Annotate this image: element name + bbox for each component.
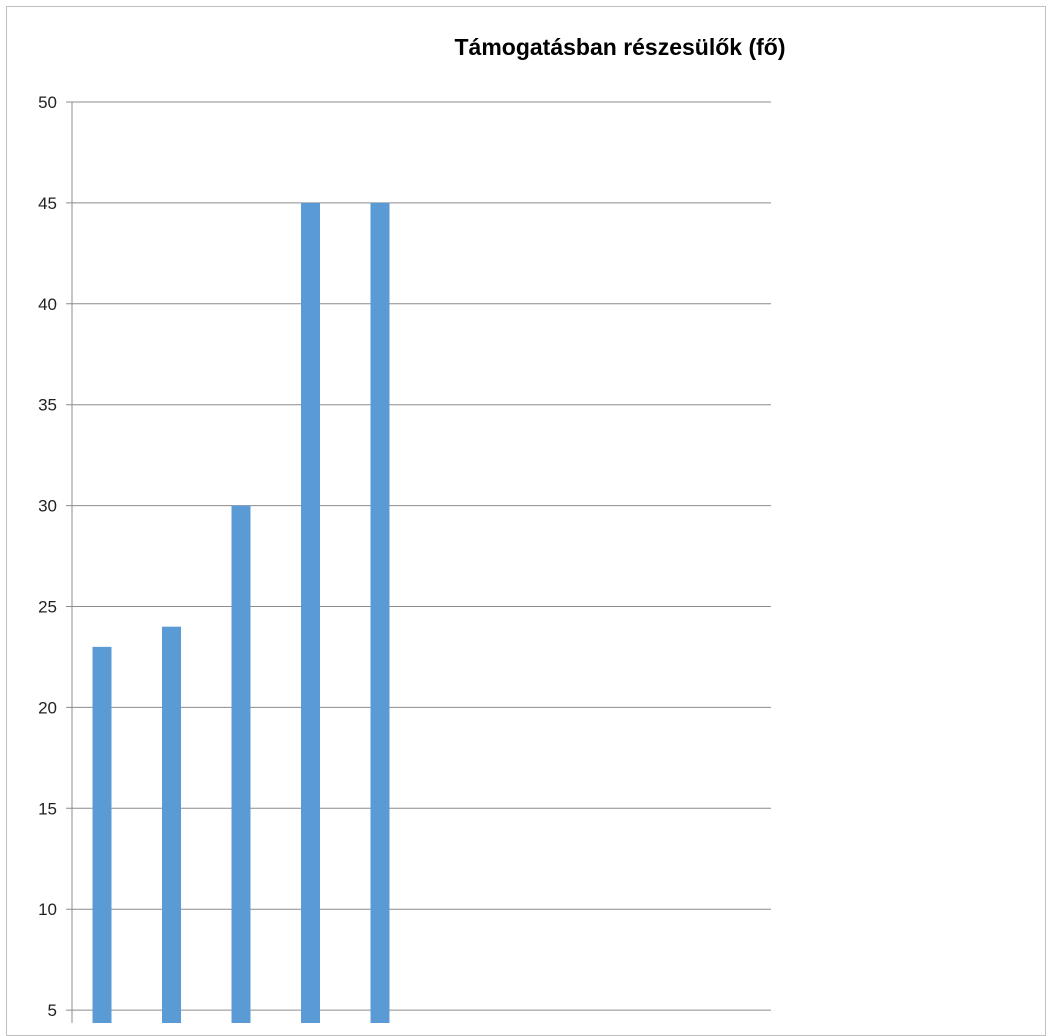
y-tick-label: 45 [38, 194, 57, 213]
y-axis-tick-labels: 5 10 15 20 25 30 35 40 45 50 [38, 93, 57, 1020]
bar-3 [231, 505, 251, 1023]
y-tick-label: 30 [38, 497, 57, 516]
y-tick-label: 15 [38, 799, 57, 818]
bar-2 [162, 626, 181, 1023]
y-tick-label: 25 [38, 598, 57, 617]
y-tick-label: 10 [38, 900, 57, 919]
y-tick-label: 40 [38, 295, 57, 314]
y-tick-label: 20 [38, 698, 57, 717]
chart-title: Támogatásban részesülők (fő) [454, 34, 786, 60]
gridlines [66, 101, 771, 1011]
y-tick-label: 50 [38, 93, 57, 112]
bar-5 [370, 202, 390, 1023]
bars [92, 202, 390, 1023]
y-tick-label: 5 [48, 1001, 57, 1020]
bar-4 [301, 202, 320, 1023]
y-tick-label: 35 [38, 396, 57, 415]
bar-1 [92, 646, 112, 1023]
